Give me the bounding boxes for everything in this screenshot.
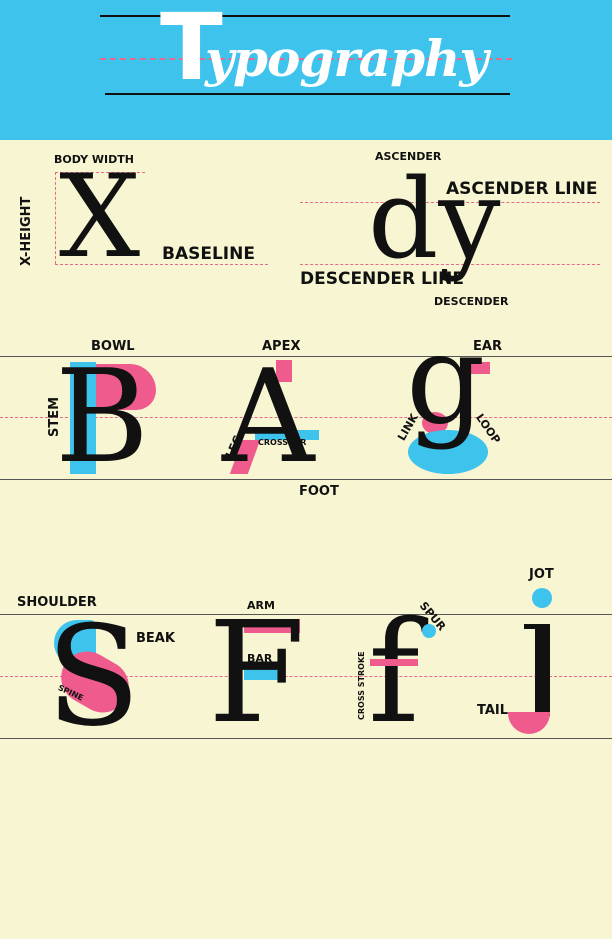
f-spur-dot [422, 624, 436, 638]
ascender-dash [300, 202, 600, 203]
title-first-letter: T [160, 0, 223, 101]
label-shoulder: SHOULDER [17, 595, 97, 610]
letter-g: g [406, 308, 486, 452]
rule-bottom-2 [0, 479, 612, 480]
label-apex: APEX [262, 339, 301, 354]
letters-dy: dy [368, 155, 501, 283]
label-ascender-line: ASCENDER LINE [446, 179, 598, 199]
label-beak: BEAK [136, 631, 175, 646]
label-bar: BAR [247, 652, 273, 665]
rule-top-3 [0, 614, 612, 615]
title-rest: ypography [205, 29, 488, 88]
g-ear-highlight [470, 362, 490, 374]
label-stem: STEM [47, 396, 62, 437]
f-bar-highlight [244, 668, 284, 680]
mid-dash-3 [0, 676, 612, 677]
label-body-width: BODY WIDTH [54, 153, 134, 166]
letter-b: B [55, 343, 150, 492]
label-foot: FOOT [299, 484, 339, 499]
label-arm: ARM [247, 599, 275, 612]
letter-a: A [222, 343, 315, 492]
b-stem-highlight [70, 362, 96, 474]
label-descender-line: DESCENDER LINE [300, 269, 465, 289]
x-top-dash [55, 172, 145, 173]
x-left-dash [55, 172, 56, 264]
g-link-highlight [422, 412, 448, 434]
x-base-dash [55, 264, 268, 265]
jot-dot [532, 588, 552, 608]
label-ascender: ASCENDER [375, 150, 442, 163]
header-bottom-line [105, 93, 510, 95]
letter-f-lower: f [368, 592, 420, 755]
a-apex-highlight [276, 360, 292, 382]
a-crossbar-highlight [255, 430, 319, 440]
label-crossbar: CROSSBAR [258, 438, 307, 447]
label-tail: TAIL [477, 703, 509, 718]
header-dashed-line [100, 58, 512, 60]
label-x-height: X-HEIGHT [19, 196, 34, 266]
label-ear: EAR [473, 339, 502, 354]
j-stem [535, 626, 550, 716]
mid-dash-2 [0, 417, 612, 418]
j-tail-highlight [508, 712, 550, 734]
letter-x: X [59, 150, 141, 283]
b-bowl-highlight [96, 364, 156, 410]
label-bowl: BOWL [91, 339, 135, 354]
f-crossstroke-highlight [370, 659, 418, 666]
header-top-line [100, 15, 510, 17]
letter-f-upper: F [208, 592, 306, 755]
f-arm-highlight [244, 619, 300, 633]
descender-dash [300, 264, 600, 265]
letter-s: S [46, 596, 141, 757]
label-jot: JOT [529, 567, 554, 582]
label-cross-stroke: CROSS STROKE [357, 651, 366, 720]
label-descender: DESCENDER [434, 295, 509, 308]
j-serif [524, 624, 550, 629]
label-baseline: BASELINE [162, 244, 255, 264]
rule-top-2 [0, 356, 612, 357]
header-banner: T ypography [0, 0, 612, 140]
g-loop-highlight [408, 430, 488, 474]
rule-bottom-3 [0, 738, 612, 739]
